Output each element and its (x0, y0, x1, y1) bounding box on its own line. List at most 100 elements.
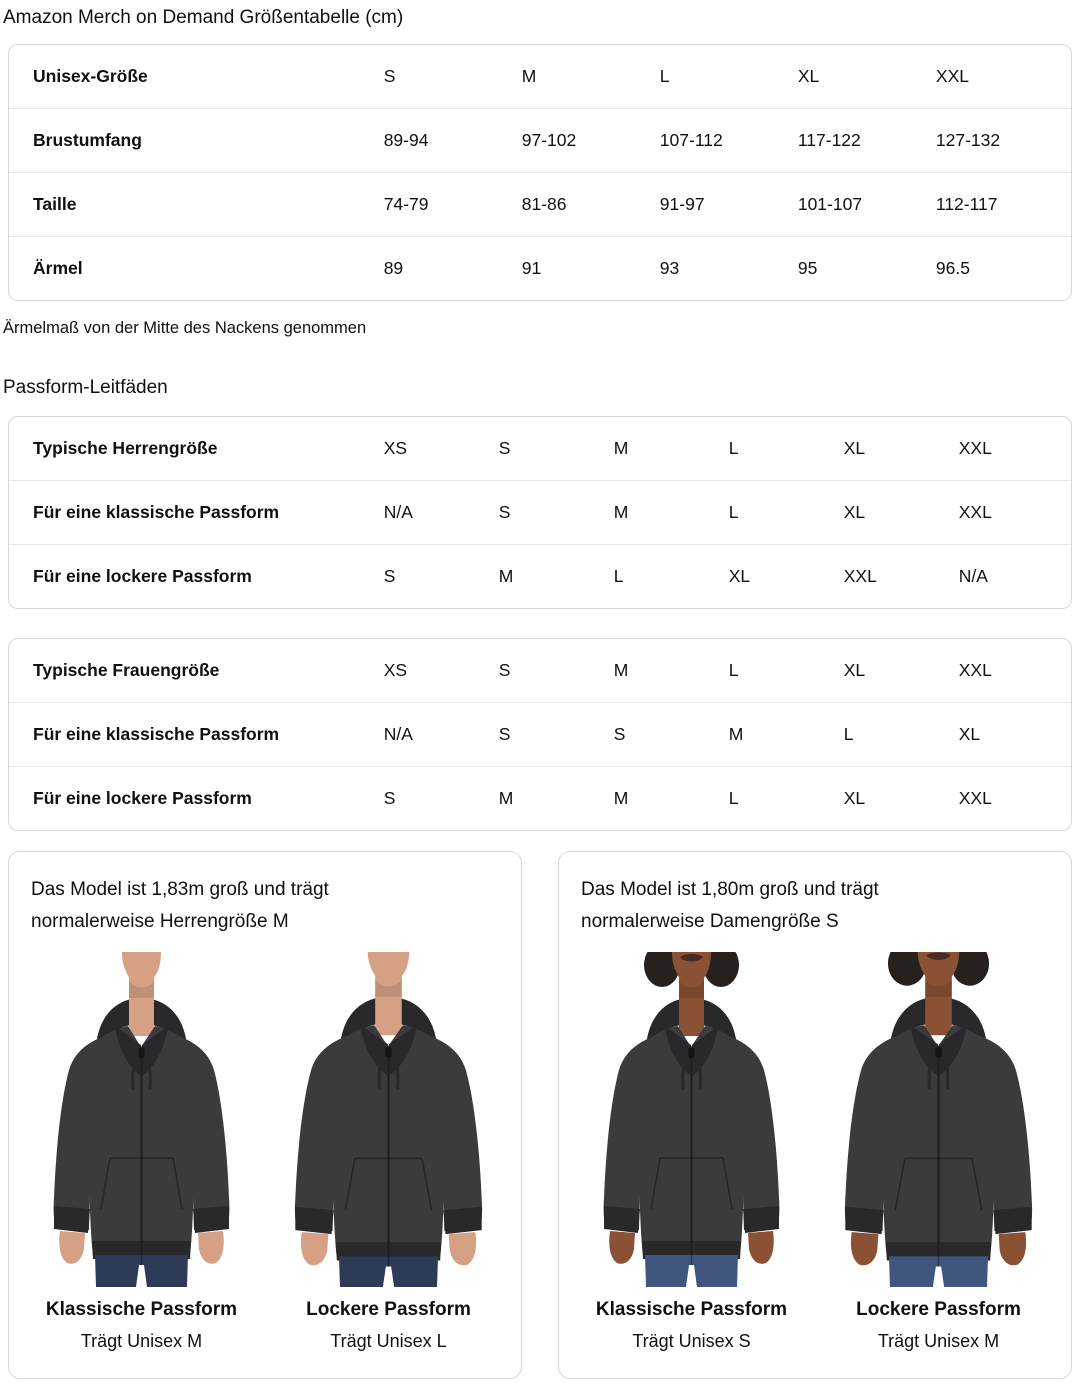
cell: M (521, 66, 537, 86)
fit-caption: Klassische Passform (45, 1299, 238, 1320)
cell: XXL (958, 660, 992, 680)
cell: 91 (518, 236, 657, 300)
cell: L (725, 766, 841, 830)
cell: L (728, 660, 739, 680)
page-title: Amazon Merch on Demand Größentabelle (cm… (3, 7, 404, 28)
womens-fit-table: Typische Frauengröße XS S M L XL XXL Für… (8, 638, 1072, 831)
model-photo: Klassische Passform Trägt Unisex S (579, 952, 804, 1353)
cell: XL (840, 480, 956, 544)
cell: XL (840, 766, 956, 830)
cell: 93 (656, 236, 795, 300)
model-intro: Das Model ist 1,83m groß und trägt norma… (31, 879, 329, 932)
cell: M (610, 480, 726, 544)
row-label: Typische Herrengröße (33, 438, 218, 458)
model-photos: Klassische Passform Trägt Unisex S Locke… (579, 952, 1051, 1353)
cell: S (383, 66, 396, 86)
cell: 96.5 (932, 236, 1071, 300)
cell: M (610, 766, 726, 830)
cell: XS (383, 438, 408, 458)
row-label: Typische Frauengröße (33, 660, 220, 680)
table-row: Für eine lockere Passform S M L XL XXL N… (9, 544, 1071, 608)
cell: L (728, 438, 739, 458)
cell: 127-132 (932, 108, 1071, 172)
cell: 112-117 (932, 172, 1071, 236)
size-caption: Trägt Unisex M (877, 1331, 1000, 1351)
table-row: Ärmel 89 91 93 95 96.5 (9, 236, 1071, 300)
male-loose-fit-photo (276, 952, 501, 1287)
model-photos: Klassische Passform Trägt Unisex M Locke… (29, 952, 501, 1353)
cell: M (495, 544, 611, 608)
fit-guides-title: Passform-Leitfäden (3, 377, 168, 398)
row-label: Für eine lockere Passform (9, 766, 381, 830)
fit-caption: Klassische Passform (595, 1299, 788, 1320)
cell: XXL (840, 544, 956, 608)
cell: XL (843, 438, 866, 458)
table-row: Unisex-Größe S M L XL XXL (9, 45, 1071, 108)
row-label: Für eine klassische Passform (9, 480, 381, 544)
row-label: Für eine klassische Passform (9, 702, 381, 766)
row-label: Unisex-Größe (33, 66, 148, 86)
fit-caption: Lockere Passform (306, 1299, 471, 1320)
cell: M (495, 766, 611, 830)
cell: XL (843, 660, 866, 680)
model-cards: Das Model ist 1,83m groß und trägt norma… (8, 851, 1072, 1379)
cell: XL (797, 66, 820, 86)
mens-fit-table: Typische Herrengröße XS S M L XL XXL Für… (8, 416, 1072, 609)
cell: 74-79 (380, 172, 519, 236)
model-photo: Lockere Passform Trägt Unisex L (276, 952, 501, 1353)
cell: S (498, 660, 511, 680)
cell: 101-107 (794, 172, 933, 236)
unisex-size-table: Unisex-Größe S M L XL XXL Brustumfang 89… (8, 44, 1072, 301)
table-row: Für eine klassische Passform N/A S S M L… (9, 702, 1071, 766)
cell: XXL (955, 480, 1071, 544)
table-row: Typische Frauengröße XS S M L XL XXL (9, 639, 1071, 702)
cell: S (495, 480, 611, 544)
cell: M (613, 660, 629, 680)
fit-caption: Lockere Passform (856, 1299, 1021, 1320)
female-loose-fit-photo (826, 952, 1051, 1287)
cell: 81-86 (518, 172, 657, 236)
table-row: Taille 74-79 81-86 91-97 101-107 112-117 (9, 172, 1071, 236)
table-row: Typische Herrengröße XS S M L XL XXL (9, 417, 1071, 480)
cell: 89-94 (380, 108, 519, 172)
row-label: Ärmel (9, 236, 381, 300)
mens-model-card: Das Model ist 1,83m groß und trägt norma… (8, 851, 522, 1379)
table-row: Für eine lockere Passform S M M L XL XXL (9, 766, 1071, 830)
cell: L (659, 66, 670, 86)
womens-model-card: Das Model ist 1,80m groß und trägt norma… (558, 851, 1072, 1379)
male-classic-fit-photo (29, 952, 254, 1287)
cell: 117-122 (794, 108, 933, 172)
size-caption: Trägt Unisex L (330, 1331, 447, 1351)
cell: S (610, 702, 726, 766)
cell: M (613, 438, 629, 458)
cell: XXL (955, 766, 1071, 830)
table-row: Brustumfang 89-94 97-102 107-112 117-122… (9, 108, 1071, 172)
cell: S (495, 702, 611, 766)
row-label: Taille (9, 172, 381, 236)
sleeve-measure-note: Ärmelmaß von der Mitte des Nackens genom… (3, 319, 367, 337)
row-label: Brustumfang (9, 108, 381, 172)
model-photo: Lockere Passform Trägt Unisex M (826, 952, 1051, 1353)
cell: S (380, 766, 496, 830)
female-classic-fit-photo (579, 952, 804, 1287)
cell: 97-102 (518, 108, 657, 172)
cell: XXL (958, 438, 992, 458)
cell: 91-97 (656, 172, 795, 236)
size-caption: Trägt Unisex M (80, 1331, 203, 1351)
cell: XXL (935, 66, 969, 86)
row-label: Für eine lockere Passform (9, 544, 381, 608)
cell: XL (725, 544, 841, 608)
cell: 107-112 (656, 108, 795, 172)
cell: N/A (380, 702, 496, 766)
cell: L (610, 544, 726, 608)
cell: S (380, 544, 496, 608)
cell: S (498, 438, 511, 458)
cell: 89 (380, 236, 519, 300)
cell: XL (955, 702, 1071, 766)
size-caption: Trägt Unisex S (632, 1331, 751, 1351)
cell: M (725, 702, 841, 766)
cell: N/A (955, 544, 1071, 608)
table-row: Für eine klassische Passform N/A S M L X… (9, 480, 1071, 544)
cell: L (725, 480, 841, 544)
